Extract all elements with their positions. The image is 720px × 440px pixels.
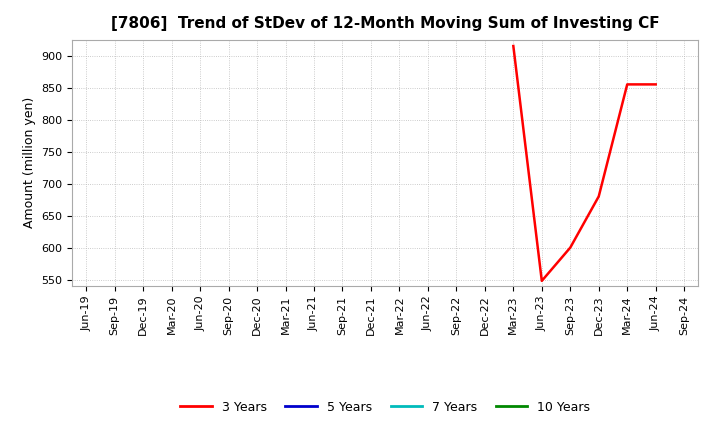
- Title: [7806]  Trend of StDev of 12-Month Moving Sum of Investing CF: [7806] Trend of StDev of 12-Month Moving…: [111, 16, 660, 32]
- Legend: 3 Years, 5 Years, 7 Years, 10 Years: 3 Years, 5 Years, 7 Years, 10 Years: [176, 396, 595, 419]
- Y-axis label: Amount (million yen): Amount (million yen): [22, 97, 35, 228]
